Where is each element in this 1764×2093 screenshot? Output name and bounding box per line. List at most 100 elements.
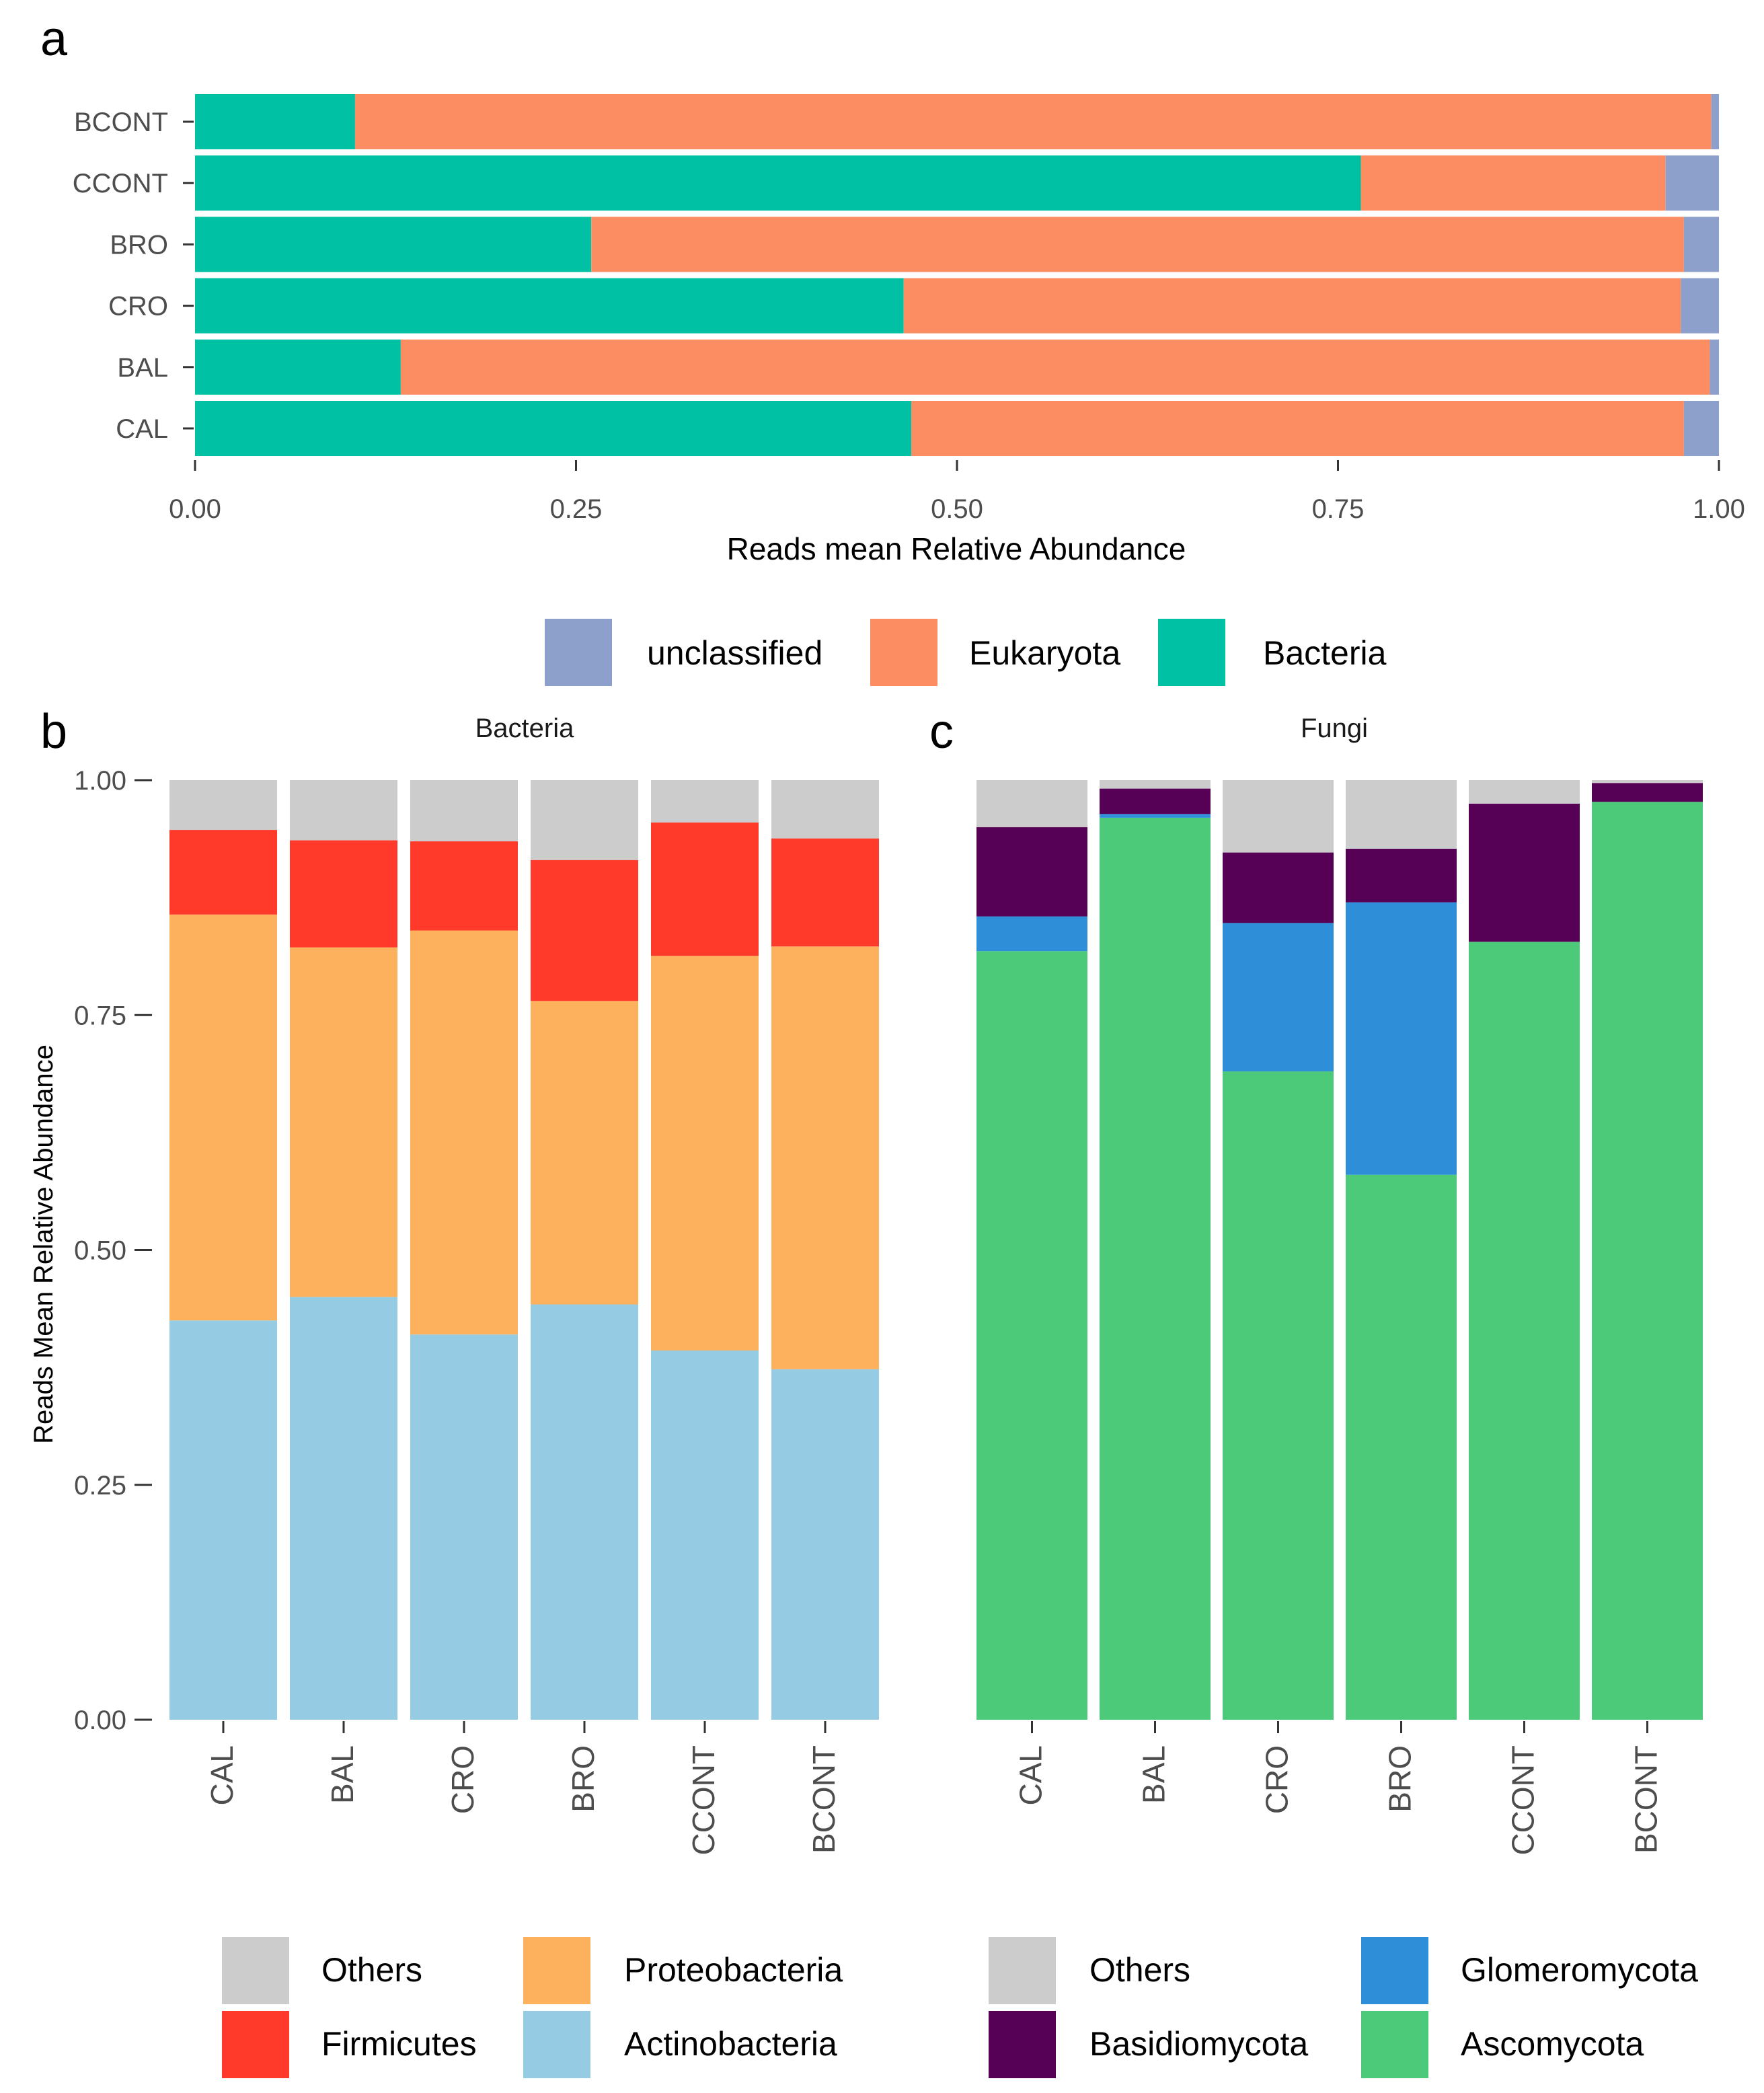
legend-label-a-unclassified: unclassified — [647, 634, 822, 672]
panel-b-y-axis: 0.00 0.25 0.50 0.75 1.00 — [74, 766, 152, 1735]
bar-b-ccont-actinobacteria — [651, 1350, 759, 1720]
bar-a-bro-bacteria — [195, 217, 592, 272]
panel-a-x-axis-title: Reads mean Relative Abundance — [727, 531, 1186, 566]
x-tick-label-a-1: 0.25 — [550, 494, 603, 524]
legend-key-c-ascomycota — [1361, 2011, 1428, 2078]
bar-c-bro-glomeromycota — [1346, 902, 1457, 1175]
bar-b-bal-proteobacteria — [290, 947, 397, 1297]
bar-a-cro-unclassified — [1681, 278, 1719, 334]
bar-b-cal-firmicutes — [169, 830, 277, 915]
bar-b-bro-proteobacteria — [531, 1001, 638, 1305]
bar-a-bal-bacteria — [195, 339, 401, 395]
bar-b-cro-others — [410, 780, 518, 841]
bar-c-bcont-ascomycota — [1592, 802, 1703, 1720]
bar-a-bcont-eukaryota — [354, 94, 1712, 149]
legend-label-b-actinobacteria: Actinobacteria — [624, 2025, 837, 2063]
bar-c-bal-basidiomycota — [1100, 788, 1211, 814]
x-tick-label-b-cal: CAL — [204, 1745, 239, 1805]
legend-key-b-others — [222, 1937, 289, 2004]
panel-b-chart: Bacteria 0.00 0.25 0.50 0.75 1.00 CAL BAL CRO B… — [29, 714, 879, 2078]
bar-a-bal-eukaryota — [400, 339, 1710, 395]
bar-c-cro-glomeromycota — [1223, 923, 1334, 1072]
x-tick-label-b-bro: BRO — [566, 1745, 601, 1813]
y-tick-label-b-0: 0.00 — [74, 1706, 126, 1735]
bar-a-bro-unclassified — [1683, 217, 1719, 272]
bar-c-ccont-basidiomycota — [1469, 803, 1580, 942]
bar-a-cro-eukaryota — [903, 278, 1681, 334]
y-tick-label-a-cro: CRO — [108, 292, 168, 321]
panel-letter-a: a — [40, 12, 68, 66]
bar-c-bcont-basidiomycota — [1592, 783, 1703, 802]
bar-c-ccont-ascomycota — [1469, 942, 1580, 1720]
panel-a-y-axis: BCONT CCONT BRO CRO BAL CAL — [73, 108, 194, 444]
y-tick-label-a-ccont: CCONT — [73, 169, 168, 198]
y-tick-label-a-cal: CAL — [116, 414, 168, 444]
bar-a-bal-unclassified — [1710, 339, 1719, 395]
bar-c-bro-others — [1346, 780, 1457, 849]
legend-key-a-eukaryota — [870, 619, 937, 686]
bar-a-cro-bacteria — [195, 278, 904, 334]
panel-c-x-axis: CAL BAL CRO BRO CCONT BCONT — [1013, 1721, 1664, 1856]
bar-b-ccont-firmicutes — [651, 822, 759, 956]
bar-c-bro-ascomycota — [1346, 1174, 1457, 1720]
x-tick-label-a-0: 0.00 — [169, 494, 221, 524]
legend-key-b-firmicutes — [222, 2011, 289, 2078]
x-tick-label-b-cro: CRO — [445, 1745, 480, 1814]
x-tick-label-a-3: 0.75 — [1312, 494, 1365, 524]
x-tick-label-b-bal: BAL — [325, 1745, 360, 1804]
bar-c-cal-glomeromycota — [976, 916, 1087, 952]
bar-a-ccont-eukaryota — [1360, 155, 1666, 211]
bar-c-cal-others — [976, 780, 1087, 827]
bar-c-cro-ascomycota — [1223, 1071, 1334, 1720]
x-tick-label-c-cal: CAL — [1013, 1745, 1048, 1805]
panel-b-strip-title: Bacteria — [475, 714, 574, 743]
legend-label-b-proteobacteria: Proteobacteria — [624, 1951, 843, 1989]
bar-b-cal-actinobacteria — [169, 1320, 277, 1720]
legend-key-c-glomeromycota — [1361, 1937, 1428, 2004]
panel-b-y-axis-title: Reads Mean Relative Abundance — [29, 1044, 59, 1444]
bar-b-bal-actinobacteria — [290, 1297, 397, 1720]
bar-c-bal-others — [1100, 780, 1211, 789]
bar-c-cro-others — [1223, 780, 1334, 853]
bar-a-ccont-bacteria — [195, 155, 1361, 211]
legend-label-c-basidiomycota: Basidiomycota — [1089, 2025, 1308, 2063]
bar-b-bal-others — [290, 780, 397, 841]
bar-b-bcont-actinobacteria — [771, 1369, 879, 1720]
bar-c-bro-basidiomycota — [1346, 848, 1457, 903]
y-tick-label-b-2: 0.50 — [74, 1236, 126, 1266]
y-tick-label-a-bcont: BCONT — [74, 108, 168, 137]
y-tick-label-b-4: 1.00 — [74, 766, 126, 796]
legend-label-b-others: Others — [321, 1951, 422, 1989]
panel-a-x-axis: 0.00 0.25 0.50 0.75 1.00 — [169, 460, 1745, 524]
x-tick-label-a-4: 1.00 — [1693, 494, 1745, 524]
bar-b-ccont-others — [651, 780, 759, 823]
bar-b-bro-others — [531, 780, 638, 860]
legend-key-c-basidiomycota — [989, 2011, 1056, 2078]
panel-b-x-axis: CAL BAL CRO BRO CCONT BCONT — [204, 1721, 841, 1856]
bar-a-bro-eukaryota — [591, 217, 1684, 272]
panel-c-legend: Others Glomeromycota Basidiomycota Ascomyco… — [989, 1937, 1698, 2078]
panel-c-bars — [976, 780, 1703, 1720]
bar-b-cro-actinobacteria — [410, 1334, 518, 1720]
legend-label-a-eukaryota: Eukaryota — [969, 634, 1120, 672]
bar-a-bcont-bacteria — [195, 94, 355, 149]
legend-key-b-proteobacteria — [523, 1937, 590, 2004]
x-tick-label-c-bro: BRO — [1383, 1745, 1418, 1813]
y-tick-label-a-bal: BAL — [117, 353, 168, 383]
bar-c-cal-ascomycota — [976, 951, 1087, 1720]
panel-a-legend: unclassified Eukaryota Bacteria — [545, 619, 1387, 686]
bar-b-cro-proteobacteria — [410, 930, 518, 1335]
bar-c-cal-basidiomycota — [976, 827, 1087, 917]
legend-key-c-others — [989, 1937, 1056, 2004]
panel-b-legend: Others Proteobacteria Firmicutes Actinobact… — [222, 1937, 843, 2078]
x-tick-label-b-bcont: BCONT — [806, 1745, 841, 1854]
panel-b-bars — [169, 780, 879, 1720]
bar-b-bcont-others — [771, 780, 879, 839]
panel-a-bars — [195, 94, 1719, 456]
bar-c-bal-glomeromycota — [1100, 814, 1211, 818]
bar-a-bcont-unclassified — [1711, 94, 1719, 149]
legend-key-a-unclassified — [545, 619, 612, 686]
y-tick-label-b-3: 0.75 — [74, 1001, 126, 1030]
legend-label-c-ascomycota: Ascomycota — [1461, 2025, 1644, 2063]
